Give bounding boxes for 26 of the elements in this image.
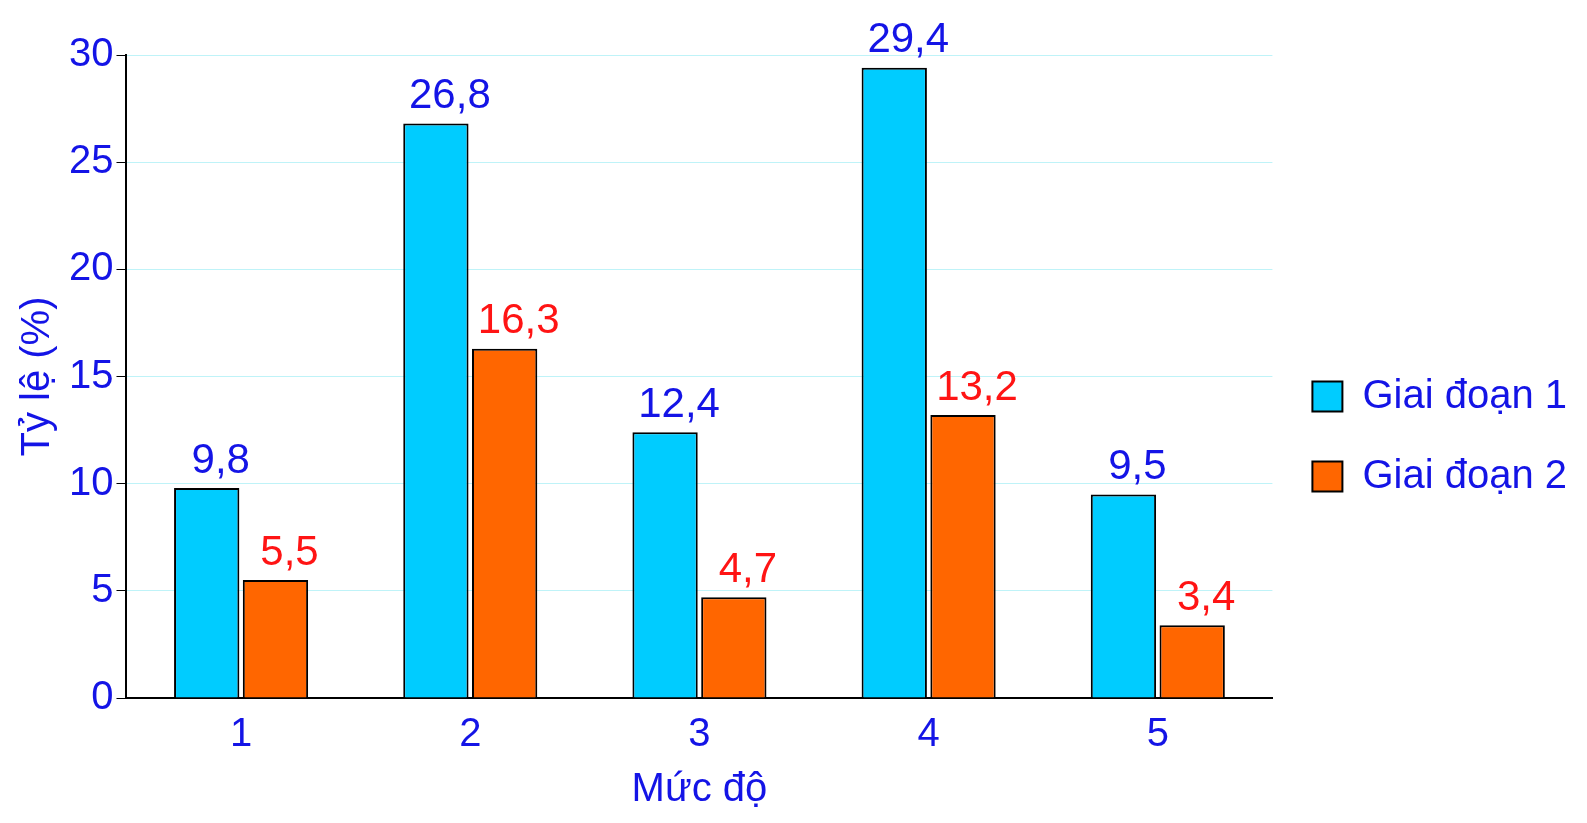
y-tick-label: 5 (91, 565, 114, 610)
data-label: 5,5 (260, 526, 319, 574)
data-label: 13,2 (936, 361, 1018, 409)
y-tick-label: 10 (68, 458, 114, 503)
data-label: 16,3 (477, 295, 560, 343)
x-tick-label: 2 (459, 710, 482, 755)
y-tick-label: 30 (68, 30, 114, 75)
data-label: 4,7 (718, 543, 778, 591)
x-tick-label: 4 (917, 710, 940, 755)
y-tick-label: 15 (68, 351, 114, 396)
legend-label: Giai đoạn 1 (1362, 371, 1567, 416)
y-tick-label: 0 (91, 673, 114, 718)
x-axis-title: Mức độ (631, 765, 768, 810)
data-label: 9,5 (1108, 440, 1167, 488)
x-tick-label: 5 (1146, 710, 1169, 755)
data-label: 3,4 (1177, 571, 1236, 619)
data-label: 12,4 (638, 378, 720, 426)
y-tick-label: 25 (68, 137, 114, 182)
y-tick-label: 20 (68, 244, 114, 289)
data-label: 26,8 (409, 70, 491, 118)
x-tick-label: 3 (688, 710, 711, 755)
data-label: 29,4 (867, 14, 950, 62)
legend-label: Giai đoạn 2 (1362, 451, 1567, 496)
x-tick-label: 1 (229, 710, 253, 755)
data-label: 9,8 (191, 434, 250, 482)
y-axis-title: Tỷ lệ (%) (13, 296, 58, 457)
